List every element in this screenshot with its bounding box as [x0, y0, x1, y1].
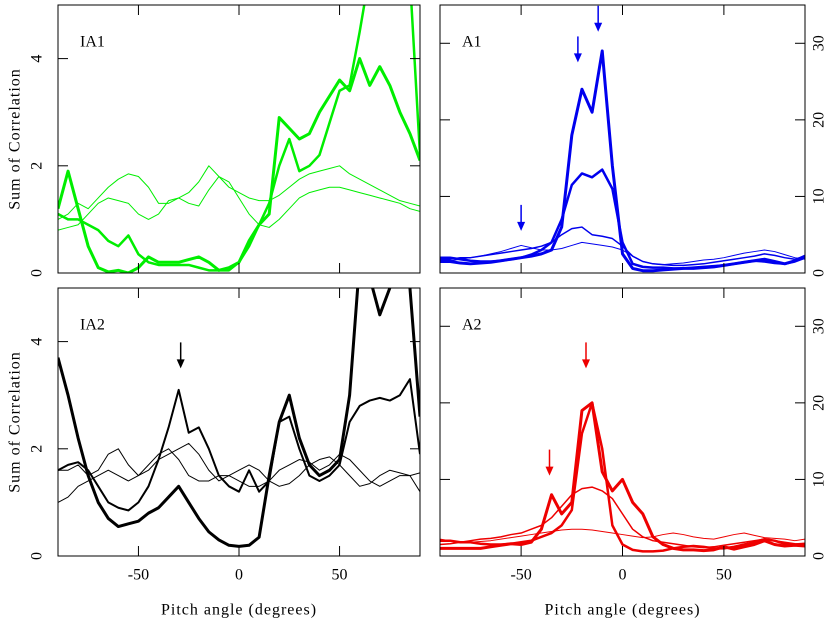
panel: 0 2 4 IA1 Sum of Correlation: [7, 4, 421, 277]
plot-area: [440, 401, 805, 553]
y-tick-label: 0: [29, 269, 46, 277]
data-line: [58, 378, 420, 512]
x-tick-label: 0: [619, 567, 627, 584]
y-axis-label: Sum of Correlation: [7, 68, 24, 210]
x-axis-label: Pitch angle (degrees): [161, 602, 317, 619]
y-tick-label: 4: [29, 55, 46, 63]
panel-label: IA2: [80, 317, 105, 334]
data-line: [58, 442, 420, 487]
data-line: [440, 528, 805, 543]
arrow-head: [545, 466, 554, 476]
y-tick-label: 10: [811, 188, 828, 204]
arrow-head: [517, 221, 526, 231]
y-tick-label: 2: [29, 162, 46, 170]
arrow-head: [573, 53, 582, 63]
y-tick-label: 20: [811, 395, 828, 411]
x-tick-label: 50: [716, 567, 732, 584]
arrow: [176, 342, 185, 369]
x-tick-label: 0: [235, 567, 243, 584]
panel-label: A2: [462, 317, 482, 334]
y-tick-label: 10: [811, 471, 828, 487]
panel-label: A1: [462, 34, 482, 51]
x-axis-label: Pitch angle (degrees): [544, 602, 700, 619]
frame: [439, 4, 806, 274]
arrow: [573, 36, 582, 63]
arrow: [582, 342, 590, 369]
arrow-head: [594, 22, 603, 32]
panel: -50 0 50 0 2 4 IA2 Sum of Correlation Pitch angl…: [7, 287, 421, 619]
y-axis-label: Sum of Correlation: [7, 351, 24, 493]
plot-area: [58, 288, 420, 548]
data-line: [440, 401, 805, 553]
arrow: [517, 204, 526, 231]
data-line: [58, 176, 420, 231]
frame: [439, 287, 806, 557]
plot-area: [58, 5, 420, 273]
y-tick-label: 0: [811, 552, 828, 560]
y-tick-label: 0: [811, 269, 828, 277]
data-line: [58, 165, 420, 220]
x-tick-label: -50: [128, 567, 149, 584]
y-tick-label: 4: [29, 338, 46, 346]
y-tick-label: 2: [29, 445, 46, 453]
panel-label: IA1: [80, 34, 105, 51]
data-line: [440, 226, 805, 267]
plot-area: [440, 49, 805, 273]
data-line: [440, 168, 805, 270]
y-tick-label: 30: [811, 318, 828, 334]
x-tick-label: 50: [332, 567, 348, 584]
panel: -50 0 50 0 10 20 30 A2 Pitch angle (degrees): [439, 287, 828, 619]
data-line: [440, 241, 805, 266]
arrow-head: [582, 359, 590, 369]
data-line: [58, 57, 420, 273]
data-line: [440, 486, 805, 549]
data-line: [58, 448, 420, 503]
x-tick-label: -50: [510, 567, 531, 584]
y-tick-label: 30: [811, 35, 828, 51]
y-tick-label: 0: [29, 552, 46, 560]
arrow: [545, 449, 554, 476]
data-line: [58, 5, 420, 272]
frame: [57, 4, 421, 274]
frame: [57, 287, 421, 557]
data-line: [440, 401, 805, 553]
panel: 0 10 20 30 A1: [439, 4, 828, 277]
y-tick-label: 20: [811, 112, 828, 128]
arrow-head: [176, 359, 185, 369]
arrow: [594, 5, 603, 32]
